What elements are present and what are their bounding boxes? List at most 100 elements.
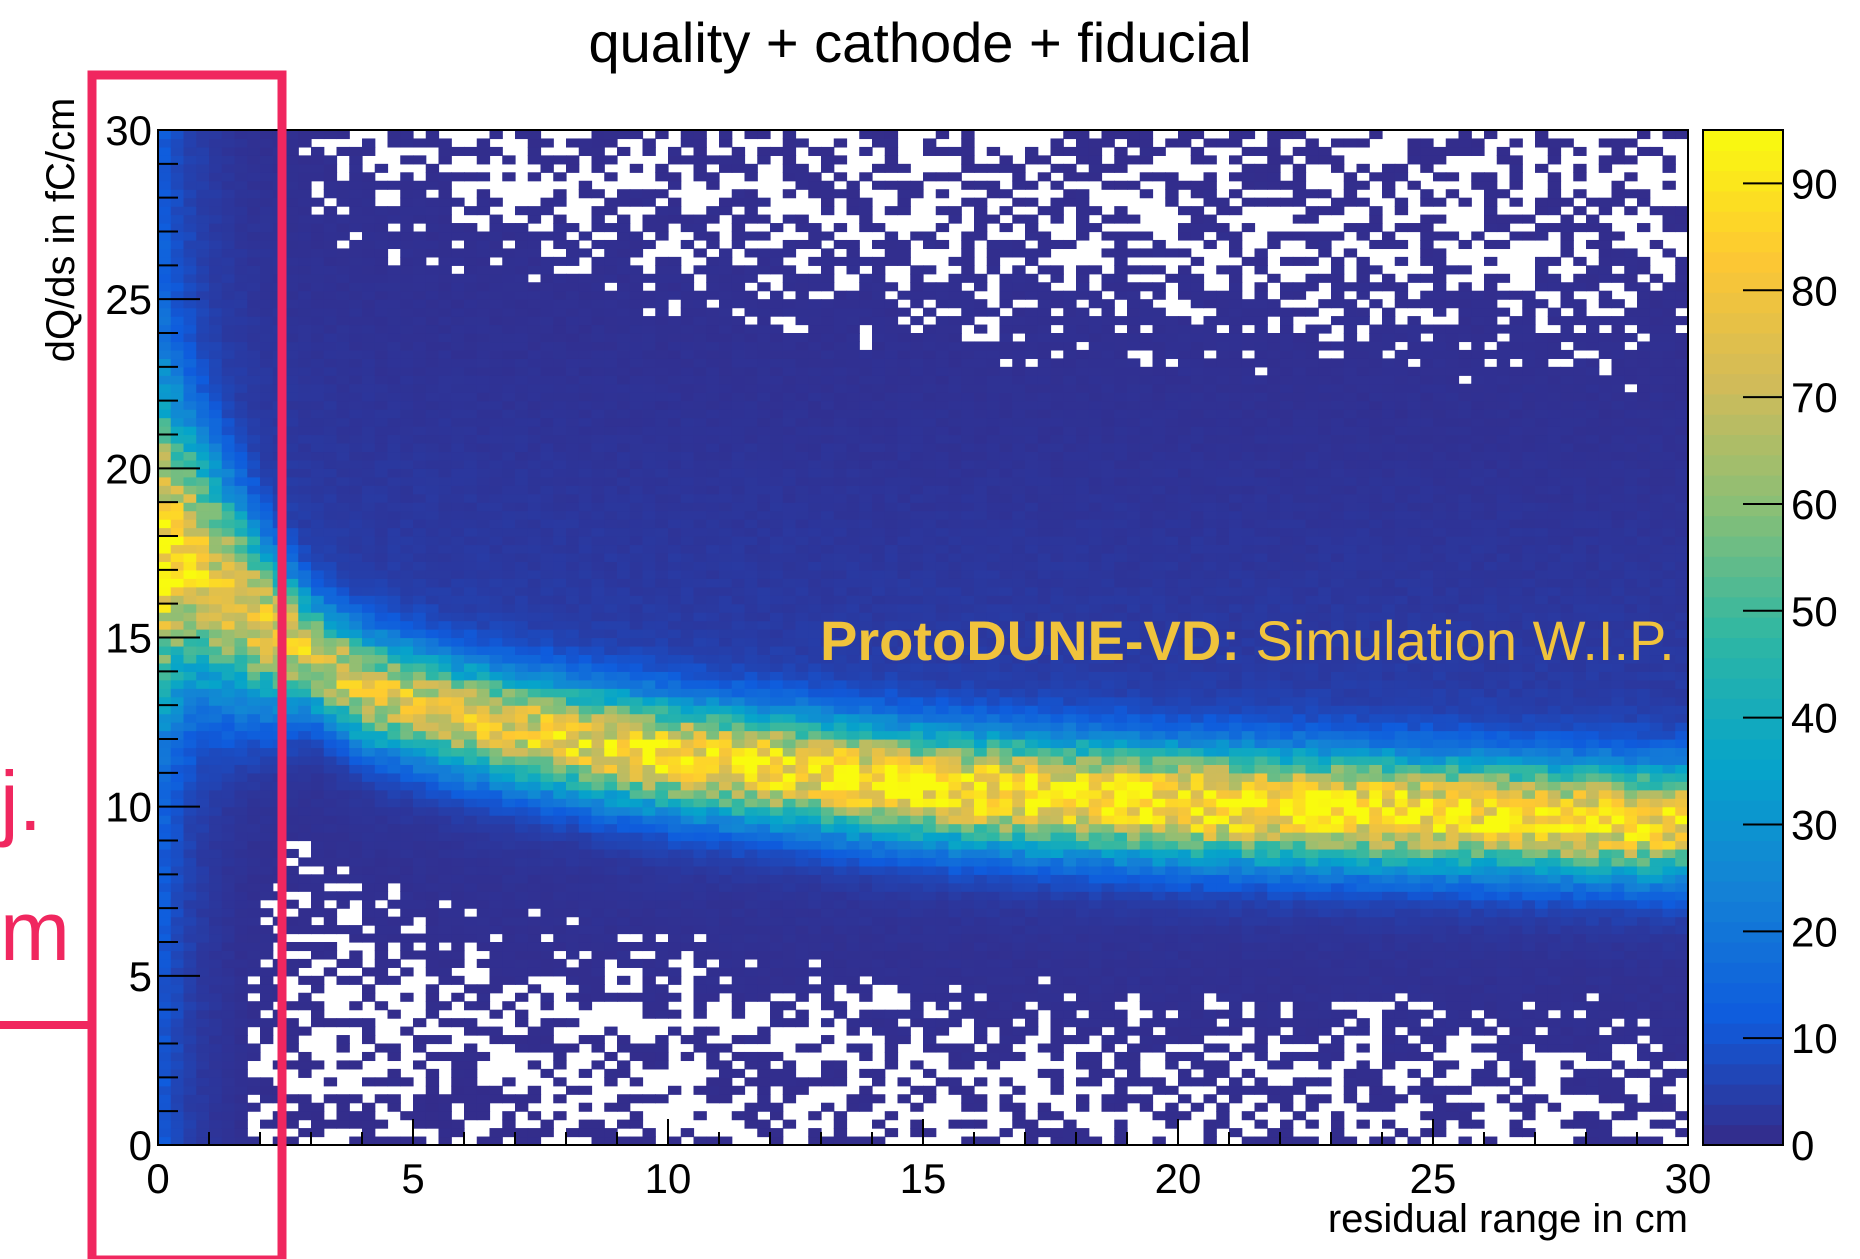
heatmap-cell: [668, 282, 682, 292]
heatmap-cell: [209, 223, 223, 233]
heatmap-cell: [680, 908, 695, 918]
heatmap-cell: [731, 1035, 746, 1045]
heatmap-cell: [234, 400, 248, 410]
heatmap-cell: [285, 358, 299, 368]
heatmap-cell: [719, 781, 733, 791]
heatmap-cell: [502, 578, 516, 588]
heatmap-cell: [323, 282, 338, 292]
heatmap-cell: [578, 612, 593, 622]
heatmap-cell: [413, 713, 427, 723]
heatmap-cell: [323, 832, 338, 842]
heatmap-cell: [425, 197, 440, 207]
heatmap-cell: [617, 1094, 631, 1104]
heatmap-cell: [349, 502, 363, 512]
heatmap-cell: [323, 1119, 338, 1129]
heatmap-cell: [374, 722, 389, 732]
heatmap-cell: [451, 992, 465, 1002]
heatmap-cell: [209, 138, 223, 148]
heatmap-cell: [527, 679, 542, 689]
heatmap-cell: [158, 755, 172, 765]
heatmap-cell: [668, 510, 682, 520]
heatmap-cell: [438, 569, 452, 579]
heatmap-cell: [298, 459, 312, 469]
heatmap-cell: [285, 595, 299, 605]
heatmap-cell: [196, 612, 210, 622]
heatmap-cell: [413, 502, 427, 512]
heatmap-cell: [476, 908, 491, 918]
heatmap-cell: [553, 316, 567, 326]
heatmap-cell: [438, 755, 452, 765]
heatmap-cell: [502, 654, 516, 664]
heatmap-cell: [731, 1085, 746, 1095]
heatmap-cell: [757, 214, 771, 224]
heatmap-cell: [489, 417, 503, 427]
heatmap-cell: [260, 383, 274, 393]
heatmap-cell: [438, 493, 452, 503]
heatmap-cell: [196, 857, 210, 867]
heatmap-cell: [629, 1111, 644, 1121]
heatmap-cell: [464, 747, 478, 757]
heatmap-cell: [566, 282, 580, 292]
heatmap-cell: [629, 569, 644, 579]
heatmap-cell: [553, 874, 567, 884]
heatmap-cell: [744, 865, 758, 875]
heatmap-cell: [374, 958, 389, 968]
heatmap-cell: [464, 705, 478, 715]
heatmap-cell: [553, 282, 567, 292]
heatmap-cell: [298, 130, 312, 140]
heatmap-cell: [349, 603, 363, 613]
heatmap-cell: [540, 1026, 554, 1036]
heatmap-cell: [464, 984, 478, 994]
heatmap-cell: [413, 891, 427, 901]
heatmap-cell: [566, 865, 580, 875]
heatmap-cell: [158, 1128, 172, 1138]
heatmap-cell: [489, 223, 503, 233]
heatmap-cell: [336, 502, 350, 512]
heatmap-cell: [719, 400, 733, 410]
heatmap-cell: [438, 239, 452, 250]
heatmap-cell: [591, 426, 605, 436]
heatmap-cell: [553, 747, 567, 757]
heatmap-cell: [323, 400, 338, 410]
heatmap-cell: [247, 958, 261, 968]
heatmap-cell: [425, 163, 440, 173]
heatmap-cell: [642, 299, 656, 309]
heatmap-cell: [629, 629, 644, 639]
heatmap-cell: [196, 138, 210, 148]
heatmap-cell: [425, 130, 440, 140]
heatmap-cell: [719, 1043, 733, 1053]
heatmap-cell: [323, 1018, 338, 1028]
heatmap-cell: [668, 654, 682, 664]
heatmap-cell: [209, 1136, 223, 1146]
heatmap-cell: [680, 823, 695, 833]
heatmap-cell: [731, 764, 746, 774]
heatmap-cell: [629, 882, 644, 892]
heatmap-cell: [362, 781, 376, 791]
heatmap-cell: [668, 840, 682, 850]
heatmap-cell: [362, 1111, 376, 1121]
heatmap-cell: [438, 349, 452, 359]
heatmap-cell: [668, 256, 682, 266]
heatmap-cell: [209, 130, 223, 140]
heatmap-cell: [183, 739, 197, 749]
heatmap-cell: [362, 882, 376, 892]
heatmap-cell: [668, 730, 682, 740]
heatmap-cell: [566, 730, 580, 740]
heatmap-cell: [617, 417, 631, 427]
heatmap-cell: [260, 857, 274, 867]
heatmap-cell: [629, 375, 644, 385]
heatmap-cell: [425, 434, 440, 444]
heatmap-cell: [680, 273, 695, 283]
heatmap-cell: [209, 442, 223, 453]
heatmap-cell: [323, 163, 338, 173]
heatmap-cell: [757, 595, 771, 605]
heatmap-cell: [617, 882, 631, 892]
heatmap-cell: [629, 231, 644, 241]
heatmap-cell: [476, 256, 491, 266]
heatmap-cell: [566, 1085, 580, 1095]
heatmap-cell: [298, 223, 312, 233]
heatmap-cell: [170, 781, 185, 791]
heatmap-cell: [502, 832, 516, 842]
heatmap-cell: [476, 789, 491, 799]
heatmap-cell: [323, 307, 338, 317]
